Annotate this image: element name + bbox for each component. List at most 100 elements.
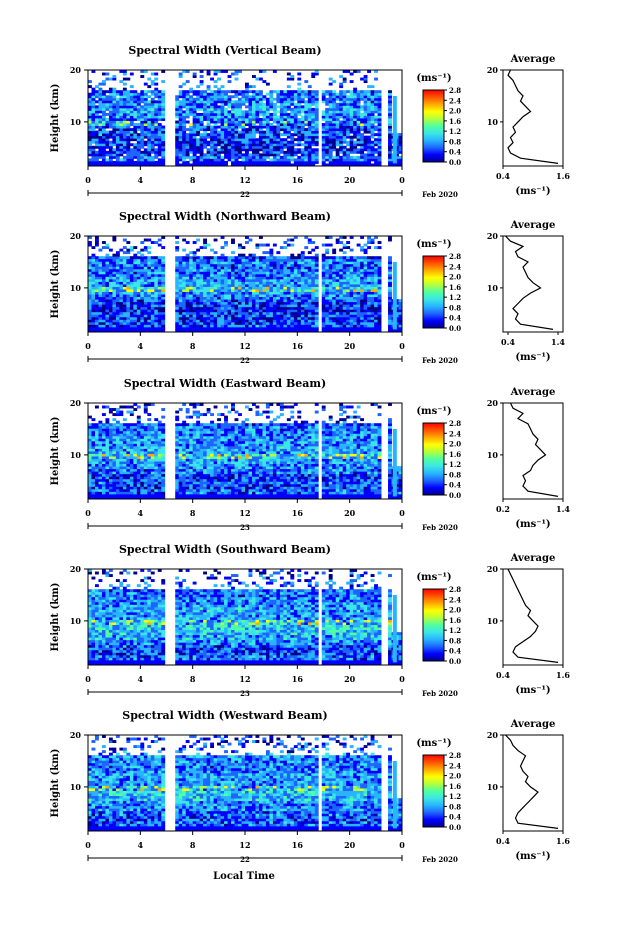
heatmap-cell [286,321,291,325]
heatmap-cell [314,155,319,159]
heatmap-cell [388,135,392,139]
heatmap-cell [363,90,368,94]
heatmap-cell [108,273,113,277]
heatmap-cell [258,97,263,101]
heatmap-cell [108,130,113,134]
heatmap-cell [248,304,253,308]
heatmap-cell [332,291,337,295]
heatmap-cell [339,97,344,101]
heatmap-cell [314,123,319,126]
heatmap-cell [377,299,382,303]
heatmap-cell [297,128,302,132]
heatmap-cell [363,258,368,262]
heatmap-cell [129,299,134,303]
heatmap-cell [290,268,295,272]
heatmap-cell [196,311,201,315]
heatmap-cell [290,153,295,157]
heatmap-cell [342,158,347,162]
heatmap-cell [157,148,162,152]
heatmap-cell [251,75,256,78]
heatmap-cell [255,105,260,109]
heatmap-cell [189,329,194,333]
heatmap-cell [335,276,340,280]
heatmap-cell [210,311,214,315]
heatmap-cell [94,92,99,96]
heatmap-cell [91,70,96,73]
heatmap-cell [220,256,225,260]
heatmap-cell [276,145,281,149]
heatmap-cell [258,110,263,114]
heatmap-cell [206,102,211,106]
heatmap-cell [227,276,232,280]
heatmap-cell [265,314,270,318]
heatmap-cell [370,276,375,280]
heatmap-cell [269,140,274,144]
heatmap-cell [101,304,106,308]
heatmap-cell [328,125,333,129]
heatmap-cell [328,158,333,162]
heatmap-cell [154,256,159,260]
heatmap-cell [335,112,340,116]
heatmap-cell [126,291,131,295]
heatmap-cell [346,296,351,300]
heatmap-cell [356,324,361,328]
heatmap-cell [220,135,225,139]
heatmap-cell [178,105,183,109]
heatmap-cell [304,314,309,318]
heatmap-cell [290,326,295,330]
heatmap-cell [388,102,392,106]
heatmap-cell [370,306,375,310]
heatmap-cell [224,326,228,330]
heatmap-cell [161,316,166,320]
heatmap-cell [101,72,106,76]
heatmap-cell [213,324,218,328]
heatmap-cell [196,112,201,116]
heatmap-cell [192,75,197,78]
heatmap-cell [269,326,274,330]
heatmap-cell [293,284,298,287]
heatmap-cell [248,324,253,328]
heatmap-cell [199,80,204,84]
heatmap-cell [189,316,194,320]
heatmap-cell [314,148,319,152]
heatmap-cell [196,294,201,298]
heatmap-cell [213,271,218,275]
heatmap-cell [283,278,288,282]
heatmap-cell [356,281,361,285]
heatmap-cell [374,77,378,81]
heatmap-cell [157,319,162,323]
heatmap-cell [101,97,106,101]
heatmap-cell [185,153,190,157]
heatmap-cell [98,304,103,308]
heatmap-cell [196,256,201,260]
heatmap-cell [154,82,159,86]
heatmap-cell [154,128,159,132]
heatmap-cell [224,133,228,137]
heatmap-cell [154,150,159,154]
heatmap-cell [265,135,270,139]
heatmap-cell [251,92,256,96]
heatmap-cell [290,289,295,292]
heatmap-cell [248,276,253,280]
heatmap-cell [321,90,326,94]
heatmap-cell [241,319,246,323]
heatmap-cell [339,90,344,94]
heatmap-cell [311,133,316,137]
heatmap-cell [115,273,120,277]
heatmap-cell [258,140,263,144]
heatmap-cell [363,284,368,287]
heatmap-cell [88,107,92,111]
heatmap-cell [245,258,249,262]
heatmap-cell [94,135,99,139]
heatmap-cell [143,319,148,323]
heatmap-cell [255,155,260,159]
heatmap-cell [251,326,256,330]
heatmap-cell [199,105,204,109]
heatmap-cell [363,301,368,305]
heatmap-cell [189,291,194,295]
heatmap-cell [88,263,92,267]
heatmap-cell [94,105,99,109]
heatmap-cell [192,123,197,126]
heatmap-cell [213,251,218,255]
heatmap-cell [332,329,337,333]
